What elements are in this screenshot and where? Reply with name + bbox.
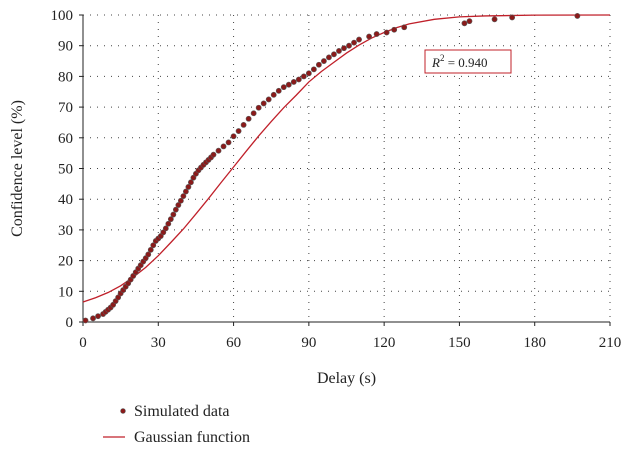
r-squared-text: R2 = 0.940 xyxy=(431,53,488,70)
data-point xyxy=(401,24,408,31)
data-point xyxy=(351,39,357,46)
data-point xyxy=(235,128,242,134)
data-point xyxy=(300,73,307,80)
data-point xyxy=(275,87,282,94)
data-point xyxy=(366,33,372,40)
data-point xyxy=(295,76,302,83)
x-tick-label: 60 xyxy=(226,335,241,351)
data-point xyxy=(245,115,252,122)
r-squared-box xyxy=(424,49,512,74)
data-point xyxy=(270,91,277,98)
data-point xyxy=(509,14,516,21)
data-point xyxy=(95,313,101,320)
y-tick-label: 30 xyxy=(58,223,73,239)
data-point xyxy=(260,100,267,107)
x-tick-label: 150 xyxy=(448,335,471,351)
y-tick-label: 90 xyxy=(58,39,73,55)
data-point xyxy=(180,193,187,200)
data-point xyxy=(391,26,398,33)
y-axis-label: Confidence level (%) xyxy=(9,100,26,237)
data-point xyxy=(331,51,337,58)
data-point xyxy=(285,81,292,88)
data-point xyxy=(182,188,189,195)
data-point xyxy=(185,184,192,190)
data-point xyxy=(461,20,468,27)
data-point xyxy=(315,61,322,68)
x-tick-label: 0 xyxy=(79,335,87,351)
data-point xyxy=(250,110,257,117)
data-point xyxy=(90,315,96,322)
data-point xyxy=(220,143,227,150)
grid-layer xyxy=(83,14,611,322)
data-point xyxy=(82,317,89,324)
data-point xyxy=(373,31,380,37)
y-tick-label: 0 xyxy=(66,315,74,331)
data-point xyxy=(175,202,182,208)
y-tick-labels: 0 10 20 30 40 50 60 70 80 90 100 xyxy=(51,8,83,331)
data-point xyxy=(167,216,174,223)
y-tick-label: 50 xyxy=(58,162,73,178)
x-tick-label: 90 xyxy=(301,335,316,351)
y-tick-label: 70 xyxy=(58,100,73,116)
y-tick-label: 20 xyxy=(58,254,73,270)
y-tick-label: 80 xyxy=(58,69,73,85)
axes xyxy=(82,15,610,323)
data-point xyxy=(280,84,287,91)
r-squared-annotation: R2 = 0.940 xyxy=(424,49,512,74)
data-point xyxy=(145,251,152,258)
gaussian-fit-layer xyxy=(82,14,611,303)
data-point xyxy=(356,36,362,43)
data-point xyxy=(188,179,194,186)
data-point xyxy=(240,122,247,128)
data-point xyxy=(574,13,581,19)
data-point xyxy=(165,220,172,227)
x-tick-label: 180 xyxy=(523,335,546,351)
data-point xyxy=(346,42,352,49)
legend-marker-simulated-data xyxy=(120,408,126,414)
data-point xyxy=(255,104,262,111)
data-point xyxy=(310,66,317,73)
legend-label-simulated-data: Simulated data xyxy=(134,403,230,420)
data-point xyxy=(383,29,390,36)
data-point xyxy=(177,197,184,204)
legend: Simulated data Gaussian function xyxy=(103,403,250,446)
data-point xyxy=(341,45,347,52)
data-point xyxy=(215,147,222,154)
data-point xyxy=(491,16,498,23)
x-tick-labels: 0 30 60 90 120 150 180 210 xyxy=(79,322,621,351)
r-squared-superscript: 2 xyxy=(440,53,445,63)
data-point xyxy=(147,246,154,253)
data-point xyxy=(172,206,179,213)
x-axis-label: Delay (s) xyxy=(317,370,376,387)
y-tick-label: 100 xyxy=(51,8,74,24)
data-point xyxy=(225,139,232,146)
y-tick-label: 60 xyxy=(58,131,73,147)
data-point xyxy=(466,18,473,25)
data-point xyxy=(150,242,157,249)
legend-label-gaussian-function: Gaussian function xyxy=(134,429,250,446)
x-tick-label: 120 xyxy=(373,335,396,351)
r-squared-symbol: R xyxy=(431,55,440,70)
data-point xyxy=(290,79,297,85)
r-squared-value: = 0.940 xyxy=(444,55,487,70)
data-point xyxy=(230,133,237,140)
simulated-data-layer xyxy=(82,13,581,324)
data-point xyxy=(265,96,272,103)
data-point xyxy=(336,48,342,54)
data-point xyxy=(162,225,169,232)
x-tick-label: 30 xyxy=(151,335,166,351)
data-point xyxy=(305,70,312,77)
data-point xyxy=(210,151,217,158)
data-point xyxy=(170,211,177,218)
y-tick-label: 10 xyxy=(58,284,73,300)
data-point xyxy=(326,54,332,61)
x-tick-label: 210 xyxy=(599,335,622,351)
data-point xyxy=(321,58,327,64)
y-tick-label: 40 xyxy=(58,192,73,208)
gaussian-fit-line xyxy=(82,14,611,303)
